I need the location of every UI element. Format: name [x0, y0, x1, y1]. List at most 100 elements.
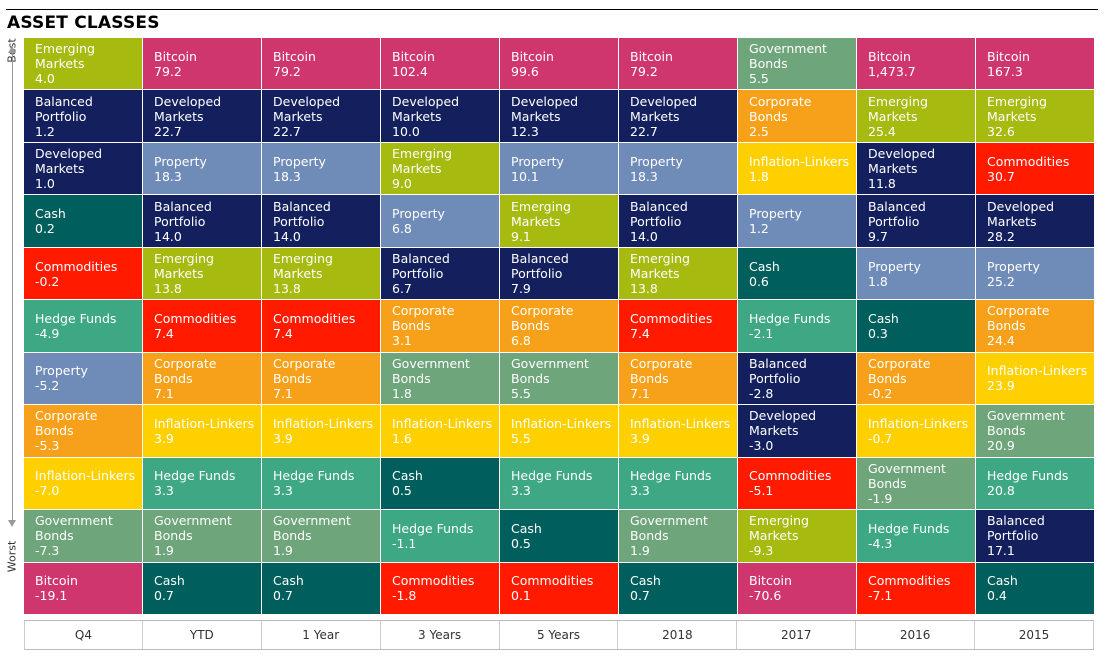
cell-return-value: 7.1: [154, 385, 174, 401]
cell-asset-name: Developed Markets: [154, 93, 222, 124]
table-cell: Bitcoin 1,473.7: [857, 38, 975, 90]
cell-asset-name: Corporate Bonds: [35, 408, 98, 439]
cell-return-value: 14.0: [630, 228, 658, 244]
table-cell: Emerging Markets 13.8: [619, 247, 737, 300]
cell-asset-name: Hedge Funds: [273, 468, 355, 484]
cell-return-value: 14.0: [273, 228, 301, 244]
table-cell: Developed Markets 22.7: [262, 90, 380, 142]
cell-asset-name: Bitcoin: [749, 573, 792, 589]
cell-asset-name: Developed Markets: [511, 93, 579, 124]
table-cell: Corporate Bonds 6.8: [500, 300, 618, 352]
table-cell: Commodities 30.7: [976, 142, 1094, 195]
cell-return-value: -4.9: [35, 325, 60, 341]
cell-return-value: 0.5: [511, 535, 531, 551]
cell-return-value: 5.5: [511, 385, 531, 401]
cell-return-value: 5.5: [511, 430, 531, 446]
cell-return-value: -70.6: [749, 588, 782, 604]
column-header: 2017: [737, 621, 857, 649]
cell-return-value: 79.2: [154, 63, 182, 79]
cell-asset-name: Corporate Bonds: [273, 355, 336, 386]
table-cell: Commodities 7.4: [619, 300, 737, 352]
table-cell: Inflation-Linkers 3.9: [619, 405, 737, 457]
cell-return-value: 25.2: [987, 273, 1015, 289]
cell-asset-name: Emerging Markets: [35, 41, 95, 72]
cell-return-value: 7.4: [154, 325, 174, 341]
table-cell: Cash 0.6: [738, 247, 856, 300]
table-cell: Corporate Bonds -0.2: [857, 352, 975, 405]
cell-return-value: -7.0: [35, 483, 60, 499]
cell-asset-name: Corporate Bonds: [511, 303, 574, 334]
table-cell: Hedge Funds 3.3: [143, 457, 261, 510]
cell-return-value: 0.3: [868, 325, 888, 341]
cell-asset-name: Government Bonds: [868, 460, 946, 491]
cell-asset-name: Bitcoin: [987, 48, 1030, 64]
cell-asset-name: Developed Markets: [868, 146, 936, 177]
period-header-row: Q4 YTD 1 Year 3 Years 5 Years 2018 2017 2016 201…: [24, 620, 1094, 650]
cell-return-value: 3.9: [630, 430, 650, 446]
cell-return-value: 28.2: [987, 228, 1015, 244]
cell-return-value: 22.7: [630, 123, 658, 139]
cell-return-value: -1.8: [392, 588, 417, 604]
cell-return-value: 102.4: [392, 63, 428, 79]
cell-return-value: 18.3: [154, 168, 182, 184]
cell-return-value: 2.5: [749, 123, 769, 139]
worst-label: Worst: [5, 540, 19, 573]
table-cell: Developed Markets 22.7: [143, 90, 261, 142]
table-cell: Commodities 7.4: [262, 300, 380, 352]
cell-asset-name: Emerging Markets: [630, 251, 690, 282]
table-cell: Corporate Bonds 24.4: [976, 300, 1094, 352]
cell-asset-name: Hedge Funds: [749, 310, 831, 326]
cell-return-value: 20.8: [987, 483, 1015, 499]
cell-return-value: 14.0: [154, 228, 182, 244]
table-cell: Emerging Markets 13.8: [262, 247, 380, 300]
cell-return-value: 11.8: [868, 176, 896, 192]
cell-return-value: 7.4: [273, 325, 293, 341]
table-cell: Bitcoin 102.4: [381, 38, 499, 90]
cell-asset-name: Cash: [749, 258, 780, 274]
cell-asset-name: Bitcoin: [511, 48, 554, 64]
cell-return-value: -5.1: [749, 483, 774, 499]
column-header: 2015: [975, 621, 1094, 649]
cell-asset-name: Hedge Funds: [511, 468, 593, 484]
cell-asset-name: Inflation-Linkers: [392, 415, 493, 431]
table-cell: Inflation-Linkers -7.0: [24, 457, 142, 510]
cell-return-value: 1.9: [154, 543, 174, 559]
cell-return-value: 3.3: [511, 483, 531, 499]
cell-asset-name: Balanced Portfolio: [630, 198, 688, 229]
top-rule: [6, 9, 1098, 10]
cell-return-value: 9.0: [392, 176, 412, 192]
table-cell: Property 25.2: [976, 247, 1094, 300]
cell-asset-name: Property: [749, 206, 802, 222]
cell-return-value: 24.4: [987, 333, 1015, 349]
table-cell: Hedge Funds -4.3: [857, 510, 975, 562]
cell-return-value: 7.1: [630, 385, 650, 401]
cell-asset-name: Commodities: [35, 258, 118, 274]
table-cell: Developed Markets 28.2: [976, 195, 1094, 247]
cell-asset-name: Government Bonds: [630, 513, 708, 544]
table-cell: Property 18.3: [143, 142, 261, 195]
table-cell: Corporate Bonds 3.1: [381, 300, 499, 352]
cell-return-value: 0.7: [630, 588, 650, 604]
cell-asset-name: Inflation-Linkers: [273, 415, 374, 431]
table-cell: Balanced Portfolio 9.7: [857, 195, 975, 247]
cell-asset-name: Corporate Bonds: [868, 355, 931, 386]
cell-asset-name: Inflation-Linkers: [868, 415, 969, 431]
cell-return-value: 3.9: [154, 430, 174, 446]
cell-asset-name: Government Bonds: [35, 513, 113, 544]
table-cell: Commodities -1.8: [381, 562, 499, 614]
table-cell: Government Bonds -7.3: [24, 510, 142, 562]
column-header: 5 Years: [500, 621, 619, 649]
cell-return-value: 12.3: [511, 123, 539, 139]
table-cell: Hedge Funds 20.8: [976, 457, 1094, 510]
cell-return-value: 3.3: [273, 483, 293, 499]
cell-return-value: 3.3: [154, 483, 174, 499]
cell-asset-name: Commodities: [987, 153, 1070, 169]
table-cell: Emerging Markets 32.6: [976, 90, 1094, 142]
cell-return-value: 79.2: [630, 63, 658, 79]
table-cell: Corporate Bonds 7.1: [619, 352, 737, 405]
cell-asset-name: Bitcoin: [154, 48, 197, 64]
table-cell: Bitcoin 99.6: [500, 38, 618, 90]
cell-return-value: -2.8: [749, 385, 774, 401]
cell-asset-name: Inflation-Linkers: [749, 153, 850, 169]
cell-asset-name: Property: [987, 258, 1040, 274]
